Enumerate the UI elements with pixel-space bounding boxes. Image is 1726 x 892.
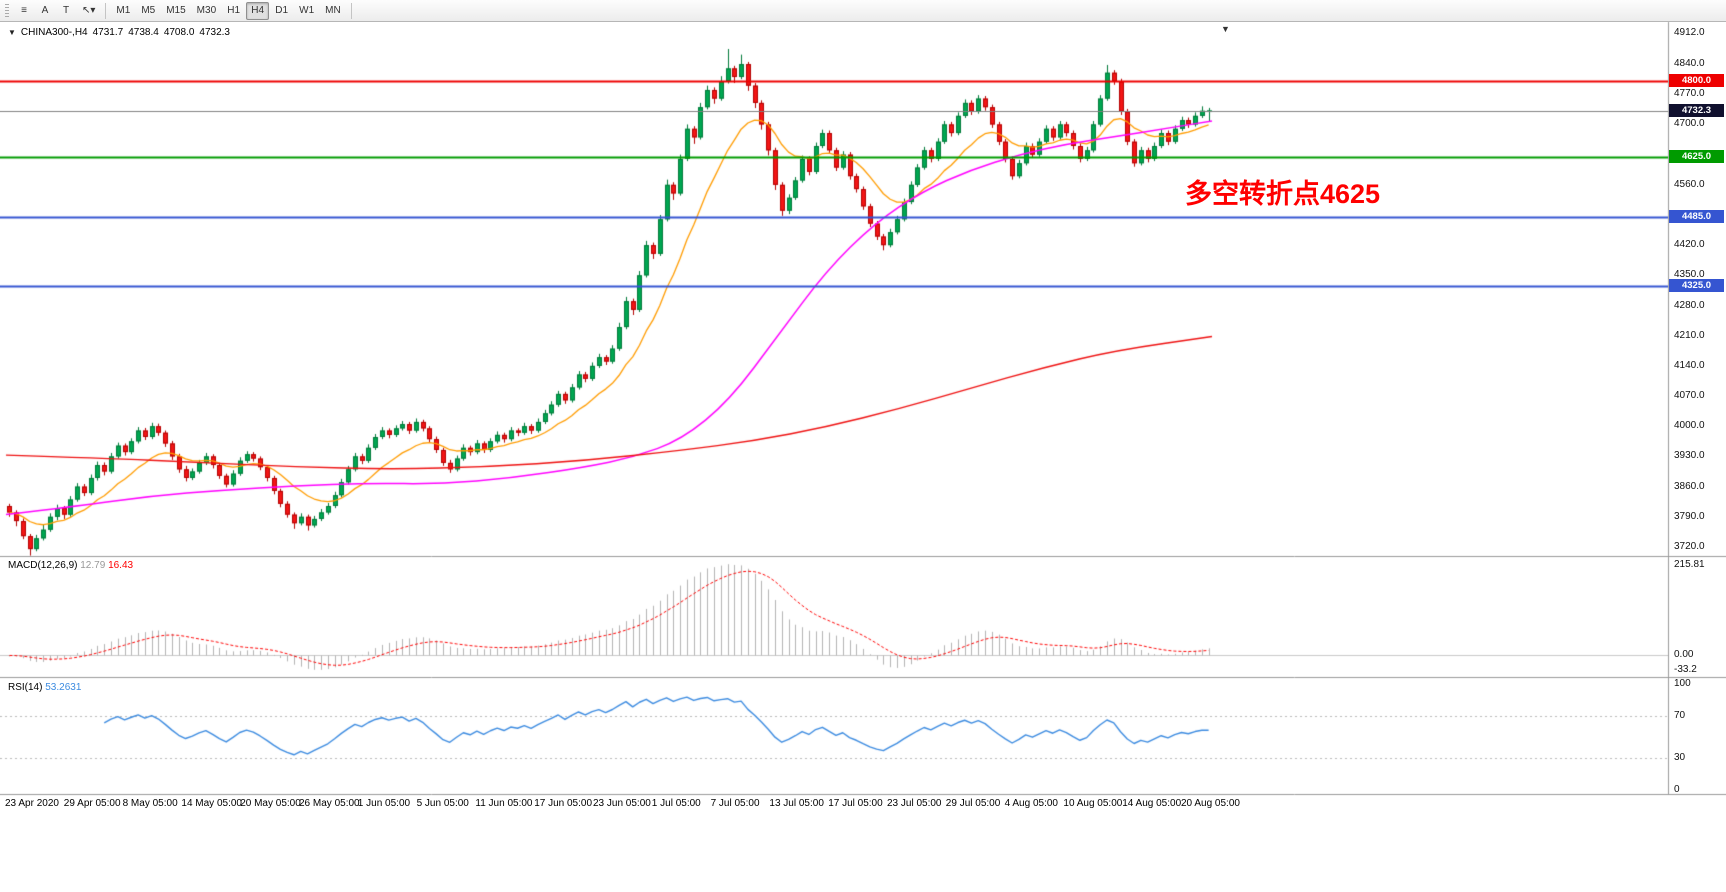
- time-label: 5 Jun 05:00: [416, 798, 469, 809]
- time-label: 8 May 05:00: [122, 798, 178, 809]
- macd-name: MACD(12,26,9): [8, 560, 78, 571]
- one-click-dropdown-icon[interactable]: ▼: [8, 28, 16, 37]
- price-tick: 4210.0: [1674, 329, 1705, 341]
- time-label: 11 Jun 05:00: [475, 798, 533, 809]
- time-label: 10 Aug 05:00: [1063, 798, 1123, 809]
- time-label: 17 Jun 05:00: [534, 798, 593, 809]
- price-tick: 4000.0: [1674, 420, 1705, 432]
- time-label: 13 Jul 05:00: [769, 798, 824, 809]
- macd-axis-label: 0.00: [1674, 649, 1694, 661]
- period-button-m5[interactable]: M5: [136, 2, 160, 20]
- time-label: 20 Aug 05:00: [1181, 798, 1240, 809]
- toolbar: ≡ A T ↖▾ M1 M5 M15 M30 H1 H4 D1 W1 MN: [0, 0, 1726, 22]
- ohlc-high: 4738.4: [128, 27, 159, 38]
- time-label: 1 Jun 05:00: [357, 798, 411, 809]
- toolbar-separator: [105, 2, 107, 19]
- price-tick: 4140.0: [1674, 359, 1705, 371]
- time-label: 29 Apr 05:00: [63, 798, 121, 809]
- current-price-badge: 4732.3: [1669, 103, 1724, 117]
- symbol-name: CHINA300-,H4: [20, 27, 88, 38]
- price-tick: 3790.0: [1674, 510, 1705, 522]
- chart-shift-marker-icon[interactable]: ▼: [1221, 24, 1230, 34]
- macd-value-main: 12.79: [80, 560, 106, 571]
- rsi-axis-label: 30: [1674, 752, 1686, 764]
- toolbar-separator: [350, 2, 352, 19]
- period-button-mn[interactable]: MN: [320, 2, 346, 20]
- macd-axis-label: 215.81: [1674, 559, 1705, 570]
- time-label: 1 Jul 05:00: [651, 798, 701, 809]
- price-level-badge: 4485.0: [1669, 210, 1724, 224]
- price-level-badge: 4625.0: [1669, 149, 1724, 163]
- price-tick: 4070.0: [1674, 390, 1705, 402]
- symbol-info: ▼ CHINA300-,H4 4731.7 4738.4 4708.0 4732.3: [8, 27, 235, 38]
- period-button-m1[interactable]: M1: [111, 2, 135, 20]
- time-label: 23 Jul 05:00: [887, 798, 942, 809]
- price-tick: 3930.0: [1674, 450, 1705, 462]
- menu-button[interactable]: ≡: [14, 2, 34, 20]
- price-level-badge: 4325.0: [1669, 279, 1724, 293]
- rsi-label: RSI(14) 53.2631: [8, 682, 81, 693]
- rsi-axis-label: 0: [1674, 784, 1680, 795]
- rsi-axis-label: 70: [1674, 709, 1686, 721]
- toolbar-grip[interactable]: [5, 3, 9, 18]
- rsi-axis-label: 100: [1674, 678, 1691, 689]
- rsi-value: 53.2631: [45, 682, 82, 693]
- price-tick: 4350.0: [1674, 269, 1705, 281]
- period-button-h1[interactable]: H1: [222, 2, 245, 20]
- price-tick: 4700.0: [1674, 118, 1705, 130]
- price-tick: 3720.0: [1674, 540, 1705, 552]
- price-tick: 3860.0: [1674, 480, 1705, 492]
- price-tick: 4912.0: [1674, 27, 1705, 39]
- time-label: 23 Apr 2020: [5, 798, 59, 809]
- price-level-badge: 4800.0: [1669, 74, 1724, 88]
- period-button-w1[interactable]: W1: [294, 2, 319, 20]
- macd-axis-label: -33.2: [1674, 664, 1697, 675]
- time-label: 20 May 05:00: [240, 798, 301, 809]
- period-button-m15[interactable]: M15: [161, 2, 190, 20]
- time-label: 14 May 05:00: [181, 798, 242, 809]
- ohlc-close: 4732.3: [199, 27, 230, 38]
- time-label: 23 Jun 05:00: [593, 798, 651, 809]
- macd-value-signal: 16.43: [108, 560, 134, 571]
- pointer-dropdown-button[interactable]: ↖▾: [77, 2, 100, 20]
- text-t-button[interactable]: T: [56, 2, 76, 20]
- tool-button-group: ≡ A T ↖▾: [14, 2, 100, 20]
- price-tick: 4280.0: [1674, 299, 1705, 311]
- time-label: 26 May 05:00: [299, 798, 360, 809]
- price-axis[interactable]: 4912.04840.04770.04700.04630.04560.04490…: [1668, 0, 1726, 892]
- price-tick: 4840.0: [1674, 58, 1705, 70]
- macd-label: MACD(12,26,9) 12.79 16.43: [8, 560, 133, 571]
- price-tick: 4420.0: [1674, 239, 1705, 251]
- price-tick: 4770.0: [1674, 88, 1705, 100]
- ohlc-open: 4731.7: [92, 27, 124, 38]
- text-a-button[interactable]: A: [35, 2, 55, 20]
- time-axis[interactable]: 23 Apr 2020 29 Apr 05:00 8 May 05:00 14 May…: [0, 794, 1668, 814]
- time-label: 17 Jul 05:00: [828, 798, 883, 809]
- period-button-d1[interactable]: D1: [270, 2, 293, 20]
- rsi-name: RSI(14): [8, 682, 43, 693]
- time-label: 29 Jul 05:00: [945, 798, 1001, 809]
- time-label: 7 Jul 05:00: [710, 798, 760, 809]
- period-button-group: M1 M5 M15 M30 H1 H4 D1 W1 MN: [111, 1, 346, 20]
- annotation-text: 多空转折点4625: [1185, 179, 1381, 209]
- period-button-h4[interactable]: H4: [246, 1, 270, 20]
- ohlc-low: 4708.0: [163, 27, 195, 38]
- time-label: 14 Aug 05:00: [1122, 798, 1182, 809]
- period-button-m30[interactable]: M30: [192, 2, 221, 20]
- time-label: 4 Aug 05:00: [1004, 798, 1058, 809]
- price-tick: 4560.0: [1674, 178, 1705, 190]
